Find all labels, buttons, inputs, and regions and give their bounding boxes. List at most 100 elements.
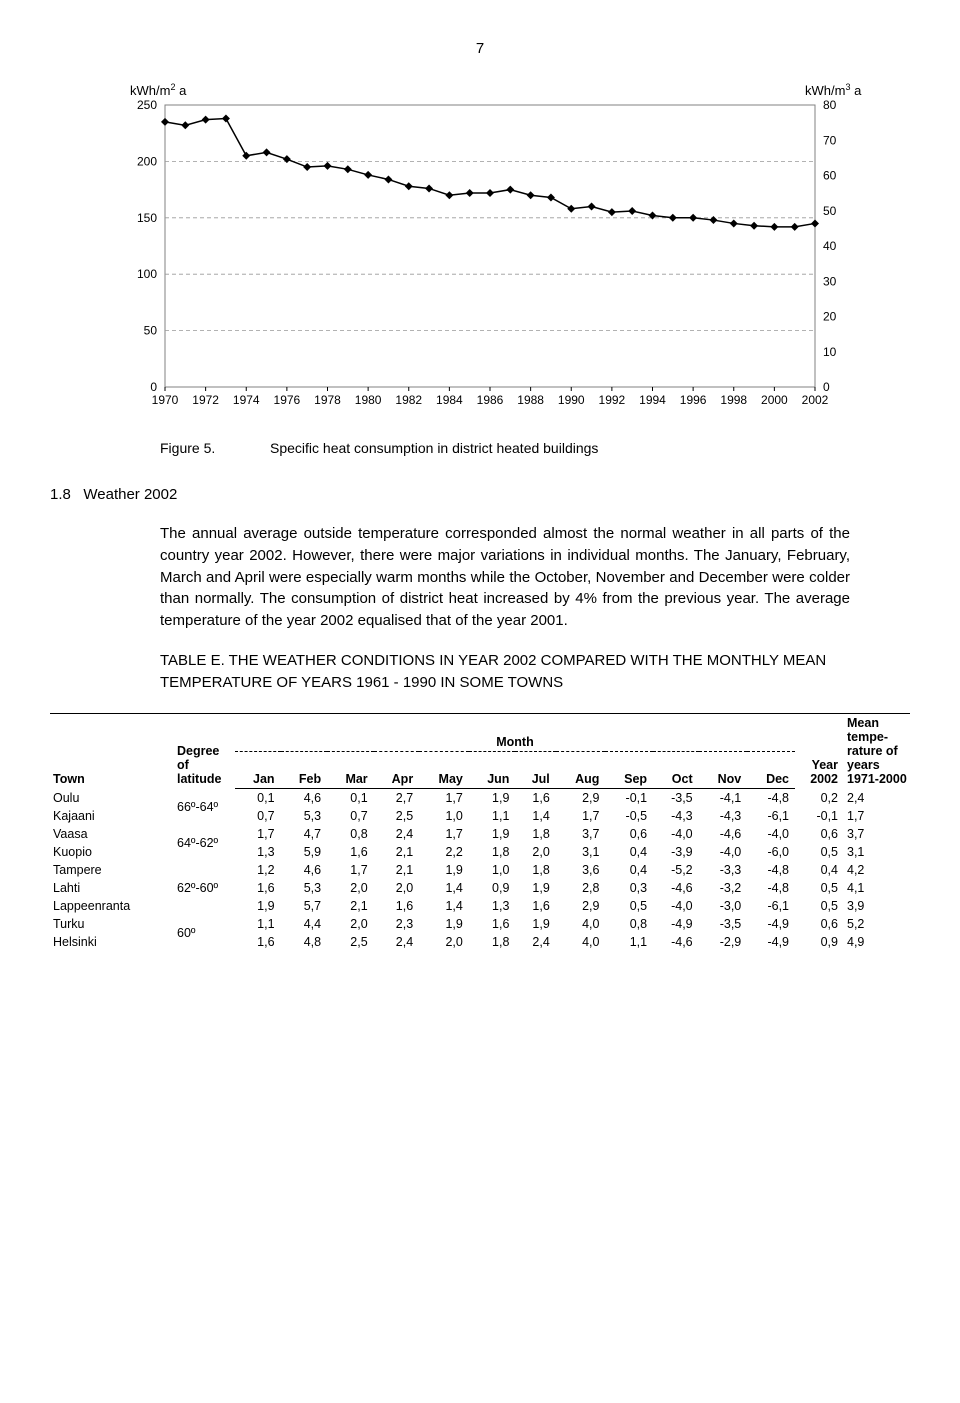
cell-value: 1,7 (556, 807, 606, 825)
cell-value: 2,0 (327, 915, 374, 933)
cell-value: 5,7 (281, 897, 328, 915)
cell-value: -4,3 (699, 807, 748, 825)
cell-year: 0,5 (795, 897, 844, 915)
svg-text:250: 250 (137, 98, 157, 112)
col-degree: Degree of latitude (174, 714, 235, 789)
cell-value: 0,1 (327, 788, 374, 807)
svg-text:1984: 1984 (436, 393, 463, 407)
section-title: Weather 2002 (83, 486, 177, 503)
cell-value: 1,6 (515, 897, 555, 915)
cell-value: -4,6 (653, 933, 699, 951)
svg-text:1992: 1992 (599, 393, 626, 407)
cell-value: 2,2 (419, 843, 469, 861)
cell-value: 1,0 (419, 807, 469, 825)
cell-value: 2,9 (556, 788, 606, 807)
col-month-dec: Dec (747, 751, 795, 788)
table-row: Vaasa64º-62º1,74,70,82,41,71,91,83,70,6-… (50, 825, 910, 843)
table-row: Oulu66º-64º0,14,60,12,71,71,91,62,9-0,1-… (50, 788, 910, 807)
svg-text:1988: 1988 (517, 393, 544, 407)
cell-town: Lahti (50, 879, 174, 897)
svg-text:1974: 1974 (233, 393, 260, 407)
col-month-jun: Jun (469, 751, 516, 788)
svg-text:kWh/m2 a: kWh/m2 a (130, 82, 187, 98)
cell-value: 5,9 (281, 843, 328, 861)
cell-value: 1,9 (515, 915, 555, 933)
cell-value: -3,0 (699, 897, 748, 915)
cell-town: Oulu (50, 788, 174, 807)
cell-value: -6,1 (747, 897, 795, 915)
cell-value: 2,8 (556, 879, 606, 897)
cell-latitude: 60º (174, 915, 235, 951)
cell-value: 4,0 (556, 915, 606, 933)
cell-value: 2,0 (327, 879, 374, 897)
cell-value: -4,3 (653, 807, 699, 825)
cell-value: 2,1 (327, 897, 374, 915)
cell-town: Helsinki (50, 933, 174, 951)
cell-value: 1,7 (235, 825, 281, 843)
cell-value: 1,2 (235, 861, 281, 879)
figure-label: Figure 5. (160, 440, 270, 456)
cell-town: Vaasa (50, 825, 174, 843)
cell-value: -4,8 (747, 788, 795, 807)
cell-value: 0,4 (605, 861, 653, 879)
cell-value: 0,1 (235, 788, 281, 807)
svg-text:1998: 1998 (720, 393, 747, 407)
cell-value: 4,4 (281, 915, 328, 933)
col-month-nov: Nov (699, 751, 748, 788)
cell-value: 4,7 (281, 825, 328, 843)
table-row: Tampere62º-60º1,24,61,72,11,91,01,83,60,… (50, 861, 910, 879)
cell-mean: 1,7 (844, 807, 910, 825)
cell-value: 1,6 (374, 897, 420, 915)
col-month-jan: Jan (235, 751, 281, 788)
cell-value: -3,5 (653, 788, 699, 807)
cell-value: -3,9 (653, 843, 699, 861)
cell-value: -3,5 (699, 915, 748, 933)
cell-year: 0,4 (795, 861, 844, 879)
col-year: Year 2002 (795, 714, 844, 789)
table-row: Turku60º1,14,42,02,31,91,61,94,00,8-4,9-… (50, 915, 910, 933)
cell-year: 0,5 (795, 879, 844, 897)
svg-text:2000: 2000 (761, 393, 788, 407)
cell-value: 4,0 (556, 933, 606, 951)
cell-latitude: 66º-64º (174, 788, 235, 825)
cell-value: -6,1 (747, 807, 795, 825)
svg-text:40: 40 (823, 239, 837, 253)
cell-value: -4,9 (747, 915, 795, 933)
cell-value: 4,8 (281, 933, 328, 951)
cell-value: -4,8 (747, 879, 795, 897)
col-month-feb: Feb (281, 751, 328, 788)
cell-value: 0,9 (469, 879, 516, 897)
cell-value: -4,0 (699, 843, 748, 861)
cell-value: -6,0 (747, 843, 795, 861)
cell-value: 0,8 (327, 825, 374, 843)
cell-value: 1,0 (469, 861, 516, 879)
col-month-sep: Sep (605, 751, 653, 788)
cell-value: 0,7 (235, 807, 281, 825)
col-month-may: May (419, 751, 469, 788)
cell-year: -0,1 (795, 807, 844, 825)
cell-value: 2,5 (374, 807, 420, 825)
cell-town: Tampere (50, 861, 174, 879)
cell-value: 1,1 (469, 807, 516, 825)
table-title: TABLE E. THE WEATHER CONDITIONS IN YEAR … (160, 650, 850, 694)
cell-value: -0,1 (605, 788, 653, 807)
svg-text:1970: 1970 (152, 393, 179, 407)
cell-year: 0,5 (795, 843, 844, 861)
cell-value: 1,9 (469, 788, 516, 807)
cell-value: 2,4 (374, 825, 420, 843)
cell-mean: 3,7 (844, 825, 910, 843)
cell-value: -4,9 (747, 933, 795, 951)
heat-consumption-chart: kWh/m2 akWh/m3 a050100150200250010203040… (110, 77, 910, 420)
col-mean: Mean tempe-rature of years 1971-2000 (844, 714, 910, 789)
cell-value: 0,4 (605, 843, 653, 861)
cell-value: 3,7 (556, 825, 606, 843)
cell-value: 5,3 (281, 807, 328, 825)
cell-mean: 2,4 (844, 788, 910, 807)
chart-svg: kWh/m2 akWh/m3 a050100150200250010203040… (110, 77, 870, 417)
col-month-apr: Apr (374, 751, 420, 788)
cell-town: Turku (50, 915, 174, 933)
svg-text:1976: 1976 (274, 393, 301, 407)
cell-value: 1,6 (469, 915, 516, 933)
section-number: 1.8 (50, 486, 71, 503)
cell-value: 0,5 (605, 897, 653, 915)
